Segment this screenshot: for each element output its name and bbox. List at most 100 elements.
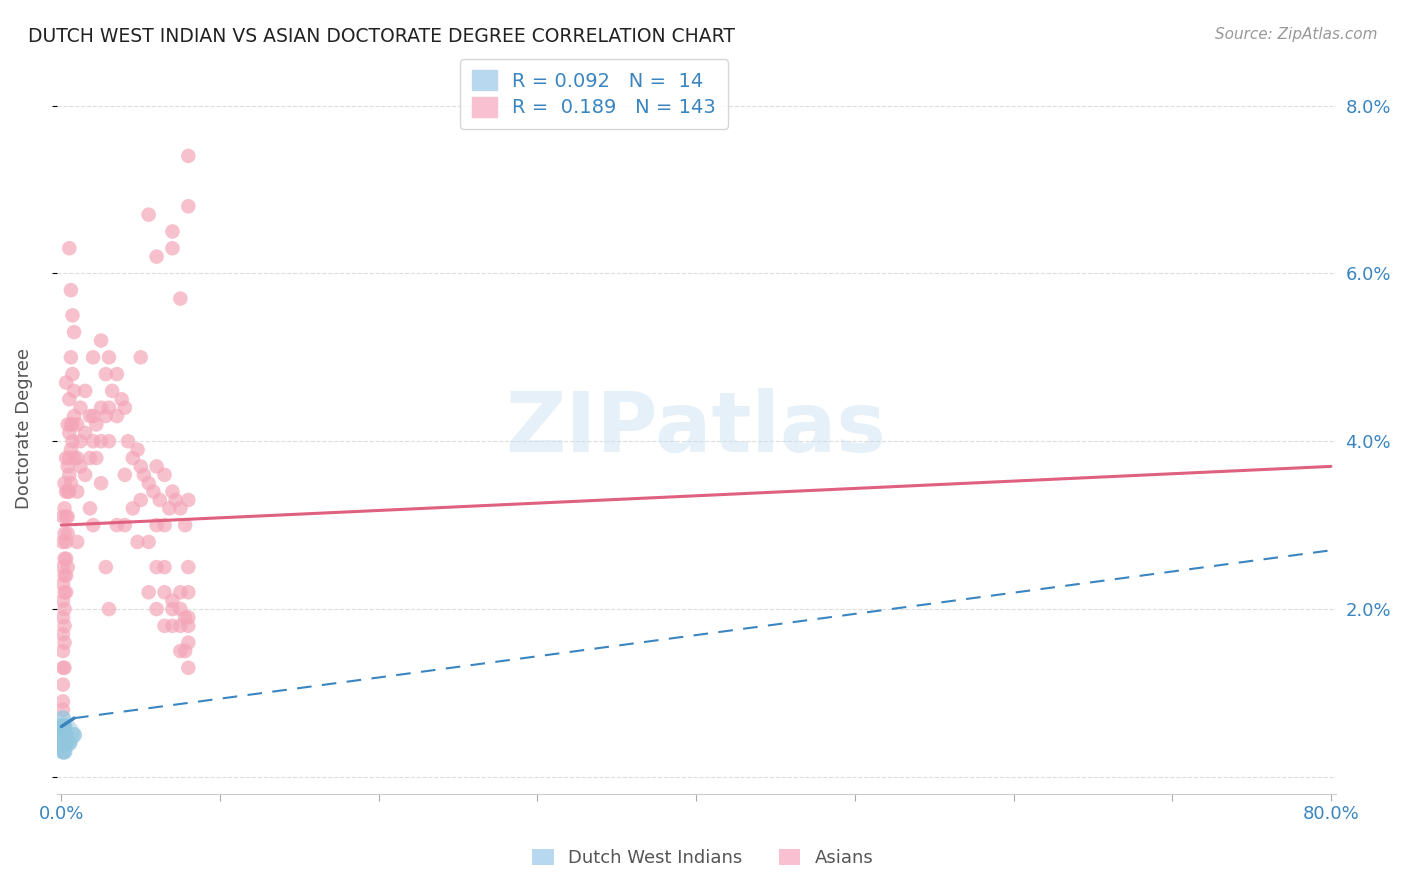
Point [90, 476, 112, 491]
Point [59, 442, 82, 457]
Point [165, 493, 187, 508]
Point [82, 409, 104, 423]
Point [62, 367, 84, 381]
Point [169, 602, 191, 616]
Point [169, 619, 191, 633]
Point [105, 367, 128, 381]
Legend: R = 0.092   N =  14, R =  0.189   N = 143: R = 0.092 N = 14, R = 0.189 N = 143 [460, 59, 728, 129]
Point [52, 627, 75, 641]
Point [53, 745, 76, 759]
Point [98, 401, 121, 415]
Point [145, 560, 167, 574]
Point [94, 409, 117, 423]
Point [177, 493, 200, 508]
Point [84, 450, 107, 465]
Point [52, 509, 75, 524]
Point [79, 450, 101, 465]
Point [52, 728, 75, 742]
Point [52, 661, 75, 675]
Point [58, 241, 80, 255]
Point [132, 467, 155, 482]
Point [149, 493, 172, 508]
Point [63, 325, 86, 339]
Point [169, 501, 191, 516]
Point [52, 593, 75, 607]
Point [56, 560, 79, 574]
Point [177, 560, 200, 574]
Point [121, 501, 143, 516]
Point [105, 518, 128, 533]
Point [66, 535, 89, 549]
Point [98, 434, 121, 449]
Point [98, 351, 121, 365]
Point [129, 459, 152, 474]
Point [177, 199, 200, 213]
Point [177, 635, 200, 649]
Point [63, 409, 86, 423]
Point [53, 720, 76, 734]
Point [52, 703, 75, 717]
Point [169, 644, 191, 658]
Point [53, 728, 76, 742]
Text: Source: ZipAtlas.com: Source: ZipAtlas.com [1215, 27, 1378, 42]
Point [55, 568, 77, 582]
Point [138, 535, 160, 549]
Point [111, 392, 134, 407]
Point [58, 392, 80, 407]
Point [177, 585, 200, 599]
Point [62, 309, 84, 323]
Point [162, 619, 184, 633]
Point [53, 635, 76, 649]
Point [114, 401, 136, 415]
Point [52, 711, 75, 725]
Point [94, 560, 117, 574]
Point [90, 401, 112, 415]
Point [55, 376, 77, 390]
Point [153, 585, 176, 599]
Point [162, 224, 184, 238]
Point [177, 610, 200, 624]
Point [174, 610, 197, 624]
Point [52, 720, 75, 734]
Point [157, 501, 180, 516]
Point [145, 602, 167, 616]
Point [84, 417, 107, 432]
Point [63, 450, 86, 465]
Point [94, 367, 117, 381]
Point [174, 518, 197, 533]
Point [59, 283, 82, 297]
Point [138, 208, 160, 222]
Point [55, 728, 77, 742]
Point [145, 250, 167, 264]
Point [169, 585, 191, 599]
Point [101, 384, 124, 398]
Point [174, 644, 197, 658]
Point [82, 518, 104, 533]
Point [55, 450, 77, 465]
Point [117, 434, 139, 449]
Point [55, 484, 77, 499]
Point [58, 484, 80, 499]
Point [162, 241, 184, 255]
Point [90, 334, 112, 348]
Point [145, 459, 167, 474]
Point [58, 736, 80, 750]
Point [52, 610, 75, 624]
Point [63, 728, 86, 742]
Point [52, 736, 75, 750]
Point [55, 535, 77, 549]
Text: ZIPatlas: ZIPatlas [506, 388, 887, 469]
Point [177, 619, 200, 633]
Point [52, 694, 75, 708]
Point [127, 442, 149, 457]
Point [66, 417, 89, 432]
Point [75, 384, 97, 398]
Point [153, 467, 176, 482]
Point [177, 661, 200, 675]
Point [53, 551, 76, 566]
Point [53, 619, 76, 633]
Y-axis label: Doctorate Degree: Doctorate Degree [15, 348, 32, 509]
Point [66, 450, 89, 465]
Point [66, 484, 89, 499]
Point [138, 585, 160, 599]
